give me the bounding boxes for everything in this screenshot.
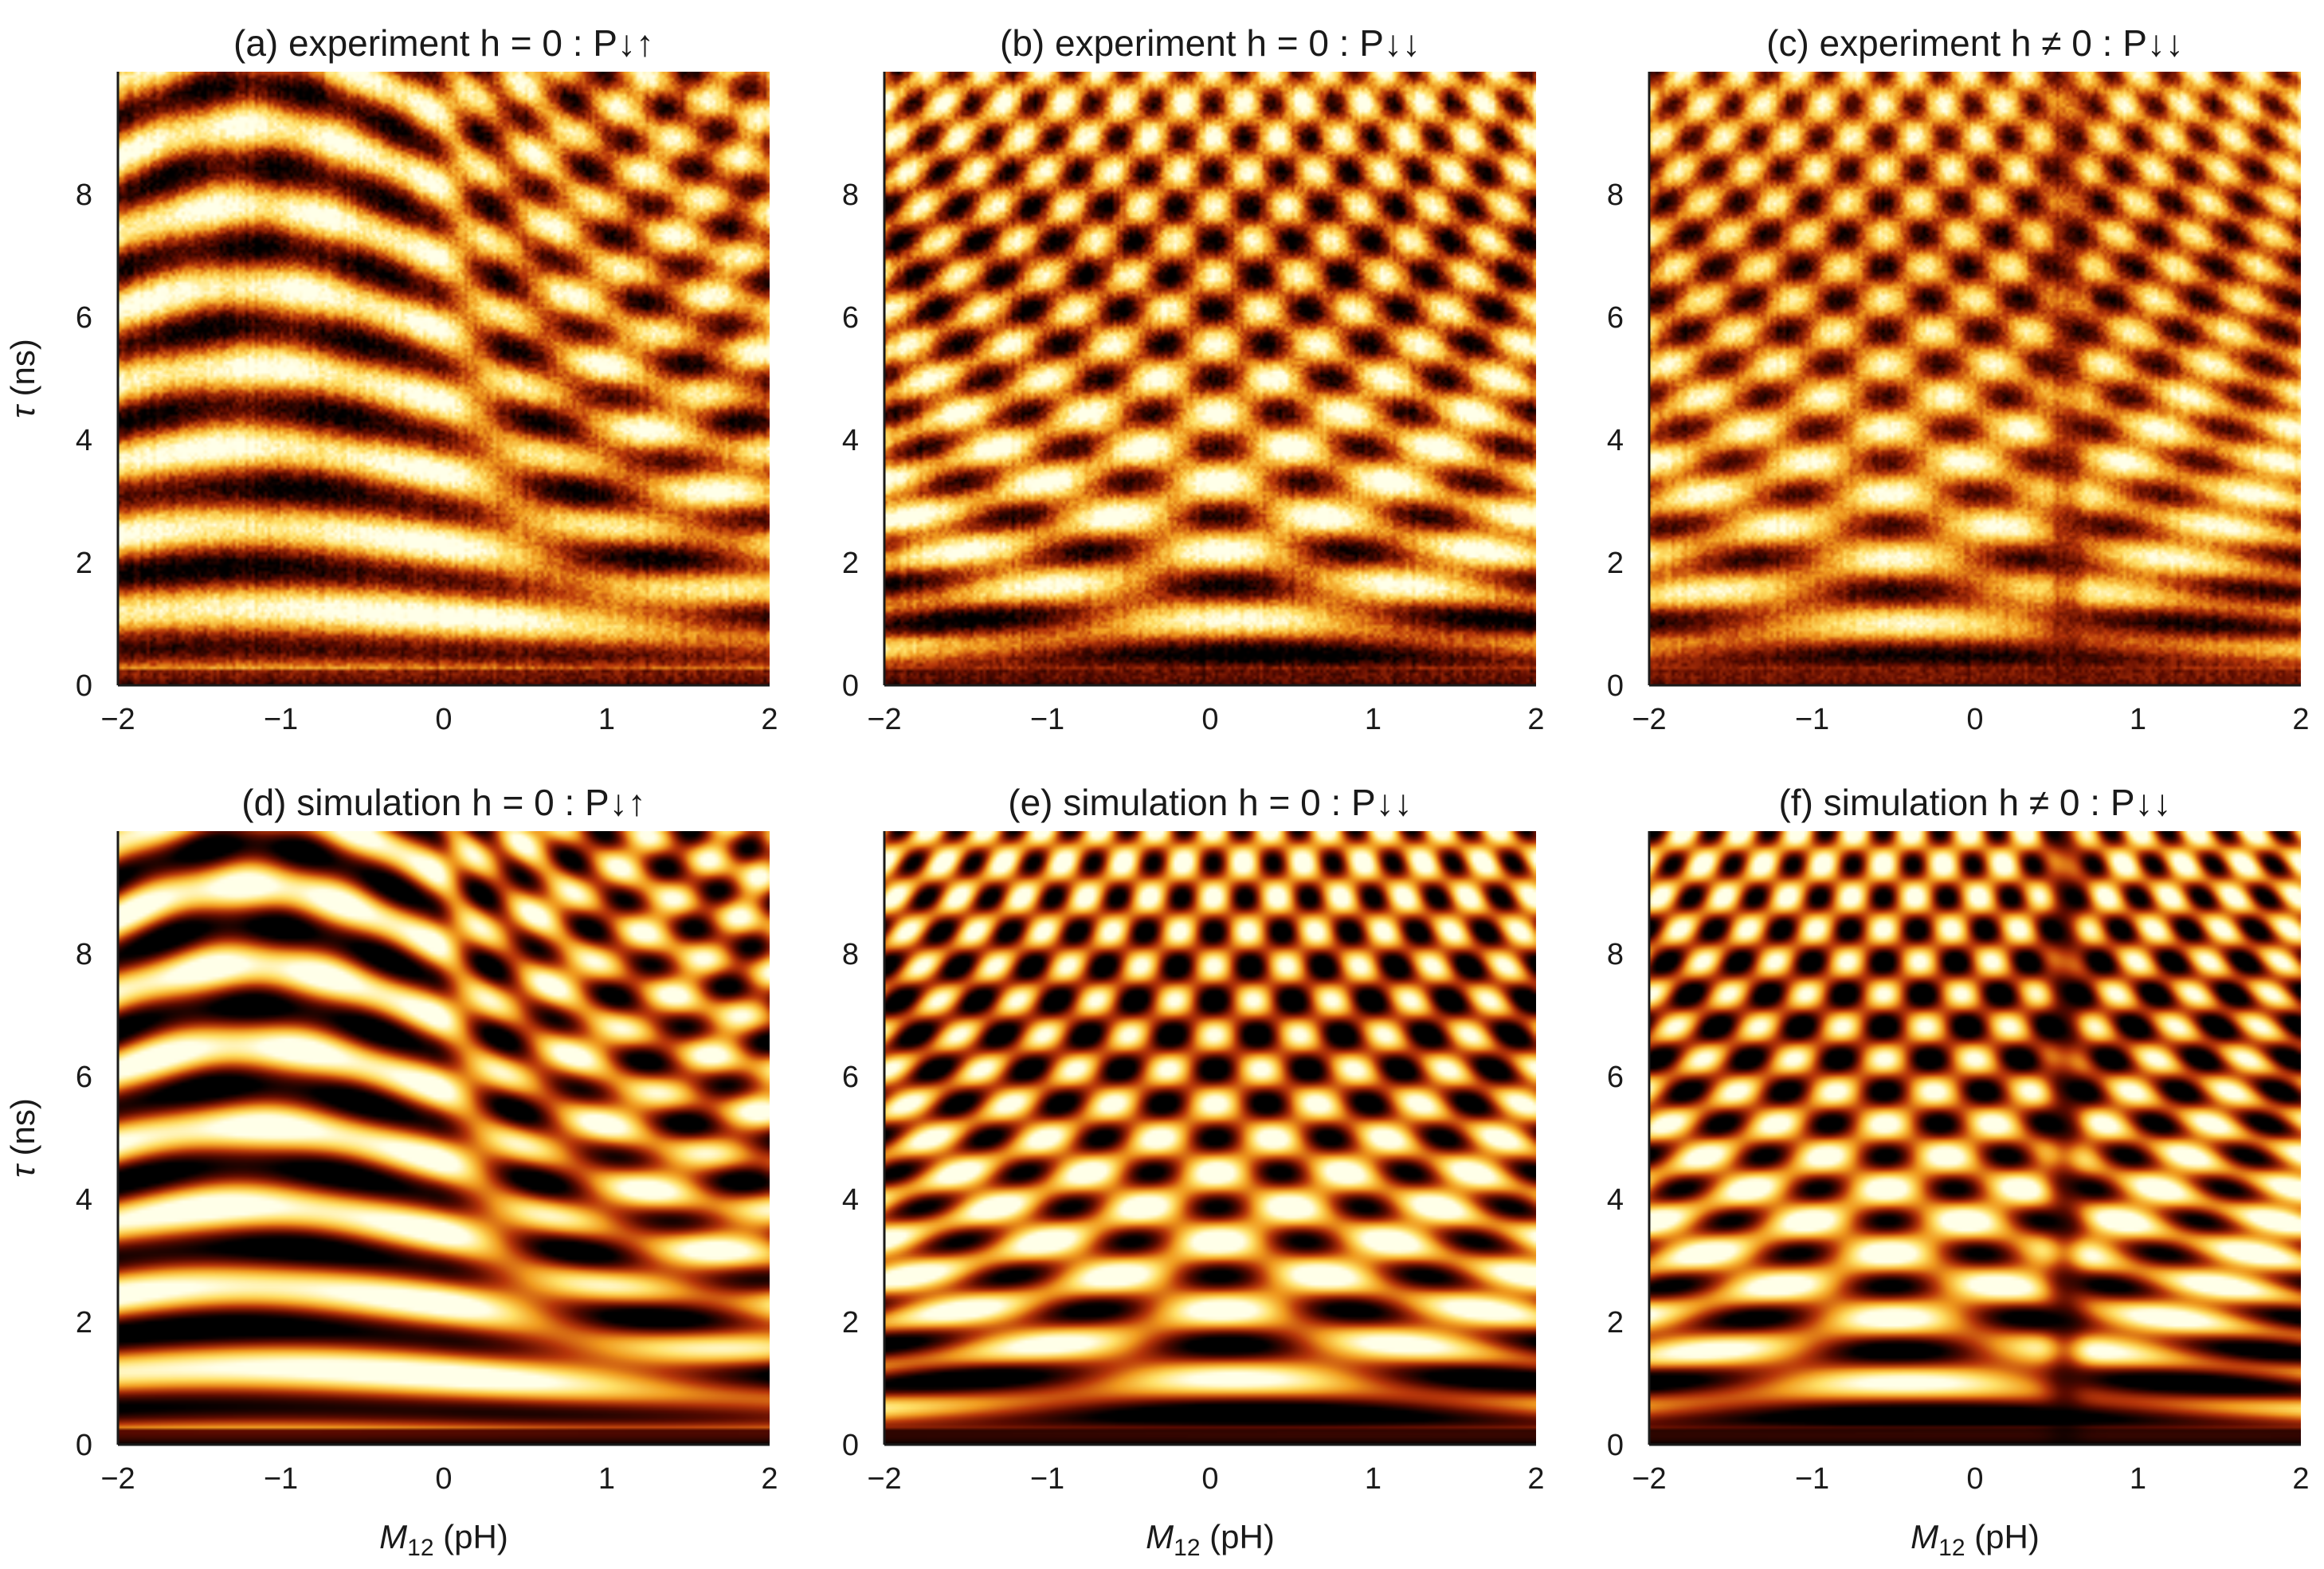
x-tick-label: 2: [761, 1462, 778, 1496]
x-tick-label: −1: [264, 703, 298, 736]
y-tick-label: 2: [842, 547, 859, 580]
y-tick-label: 0: [76, 1429, 92, 1462]
y-tick-label: 4: [842, 1183, 859, 1217]
y-tick-label: 6: [1607, 1061, 1624, 1094]
y-tick-label: 4: [76, 424, 92, 457]
x-tick-label: −1: [264, 1462, 298, 1496]
x-tick-label: 0: [435, 703, 452, 736]
y-tick-label: 4: [1607, 1183, 1624, 1217]
x-tick-label: 1: [1365, 1462, 1381, 1496]
y-tick-label: 8: [1607, 178, 1624, 212]
x-tick-label: −2: [1632, 1462, 1666, 1496]
y-tick-label: 6: [842, 301, 859, 335]
panel-f: (f) simulation h ≠ 0 : P↓↓ −2 −1 0 1 2 0 2 4 6 8 M1…: [1607, 782, 2310, 1561]
y-tick-label: 2: [1607, 1306, 1624, 1340]
heatmap-image: [118, 72, 770, 685]
y-tick-label: 0: [1607, 669, 1624, 703]
y-tick-label: 6: [1607, 301, 1624, 335]
x-tick-label: −1: [1030, 703, 1064, 736]
y-tick-label: 0: [842, 1429, 859, 1462]
x-tick-label: −1: [1030, 1462, 1064, 1496]
heatmap-image: [1649, 831, 2301, 1445]
y-tick-label: 8: [842, 178, 859, 212]
heatmap-image: [118, 831, 770, 1445]
panel-title: (f) simulation h ≠ 0 : P↓↓: [1778, 782, 2171, 823]
y-axis-label: τ (ns): [4, 339, 41, 418]
y-tick-label: 0: [1607, 1429, 1624, 1462]
y-tick-label: 8: [1607, 938, 1624, 971]
panel-title: (a) experiment h = 0 : P↓↑: [233, 22, 654, 64]
panel-b: (b) experiment h = 0 : P↓↓ −2 −1 0 1 2 0 2 4 6 8: [842, 22, 1545, 736]
x-axis-label: M12 (pH): [1146, 1518, 1275, 1561]
x-tick-label: 1: [598, 703, 615, 736]
x-tick-label: 0: [1966, 1462, 1983, 1496]
y-tick-label: 0: [842, 669, 859, 703]
x-tick-label: 1: [2130, 1462, 2146, 1496]
x-tick-label: 0: [1201, 703, 1218, 736]
x-tick-label: 1: [2130, 703, 2146, 736]
y-tick-label: 4: [76, 1183, 92, 1217]
y-axis-label: τ (ns): [4, 1098, 41, 1178]
x-tick-label: 1: [598, 1462, 615, 1496]
y-tick-label: 0: [76, 669, 92, 703]
x-tick-label: −2: [100, 1462, 135, 1496]
y-tick-label: 4: [1607, 424, 1624, 457]
x-tick-label: −1: [1795, 703, 1829, 736]
x-tick-label: 0: [435, 1462, 452, 1496]
panel-c: (c) experiment h ≠ 0 : P↓↓ −2 −1 0 1 2 0 2 4 6 8: [1607, 22, 2310, 736]
y-tick-label: 6: [842, 1061, 859, 1094]
y-tick-label: 2: [76, 1306, 92, 1340]
y-tick-label: 8: [842, 938, 859, 971]
y-tick-label: 2: [842, 1306, 859, 1340]
x-tick-label: −2: [100, 703, 135, 736]
y-tick-label: 8: [76, 938, 92, 971]
x-tick-label: 2: [2292, 1462, 2309, 1496]
panel-e: (e) simulation h = 0 : P↓↓ −2 −1 0 1 2 0 2 4 6 8 M1…: [842, 782, 1545, 1561]
x-tick-label: −2: [867, 1462, 901, 1496]
panel-title: (e) simulation h = 0 : P↓↓: [1008, 782, 1412, 823]
y-tick-label: 2: [1607, 547, 1624, 580]
x-tick-label: 2: [2292, 703, 2309, 736]
panel-title: (c) experiment h ≠ 0 : P↓↓: [1766, 22, 2184, 64]
x-tick-label: 2: [1527, 1462, 1544, 1496]
x-tick-label: 0: [1966, 703, 1983, 736]
heatmap-image: [884, 831, 1536, 1445]
x-tick-label: 2: [761, 703, 778, 736]
x-tick-label: −2: [867, 703, 901, 736]
y-tick-label: 8: [76, 178, 92, 212]
x-axis-label: M12 (pH): [379, 1518, 508, 1561]
x-tick-label: 0: [1201, 1462, 1218, 1496]
panel-title: (d) simulation h = 0 : P↓↑: [241, 782, 645, 823]
x-axis-label: M12 (pH): [1911, 1518, 2040, 1561]
heatmap-image: [1649, 72, 2301, 685]
panel-a: (a) experiment h = 0 : P↓↑ −2 −1 0 1 2 0 2 4 6 8 τ …: [4, 22, 778, 736]
panel-d: (d) simulation h = 0 : P↓↑ −2 −1 0 1 2 0 2 4 6 8 τ …: [4, 782, 778, 1561]
x-tick-label: −2: [1632, 703, 1666, 736]
y-tick-label: 4: [842, 424, 859, 457]
panel-title: (b) experiment h = 0 : P↓↓: [1000, 22, 1421, 64]
x-tick-label: 1: [1365, 703, 1381, 736]
y-tick-label: 6: [76, 1061, 92, 1094]
heatmap-image: [884, 72, 1536, 685]
y-tick-label: 2: [76, 547, 92, 580]
y-tick-label: 6: [76, 301, 92, 335]
x-tick-label: 2: [1527, 703, 1544, 736]
x-tick-label: −1: [1795, 1462, 1829, 1496]
